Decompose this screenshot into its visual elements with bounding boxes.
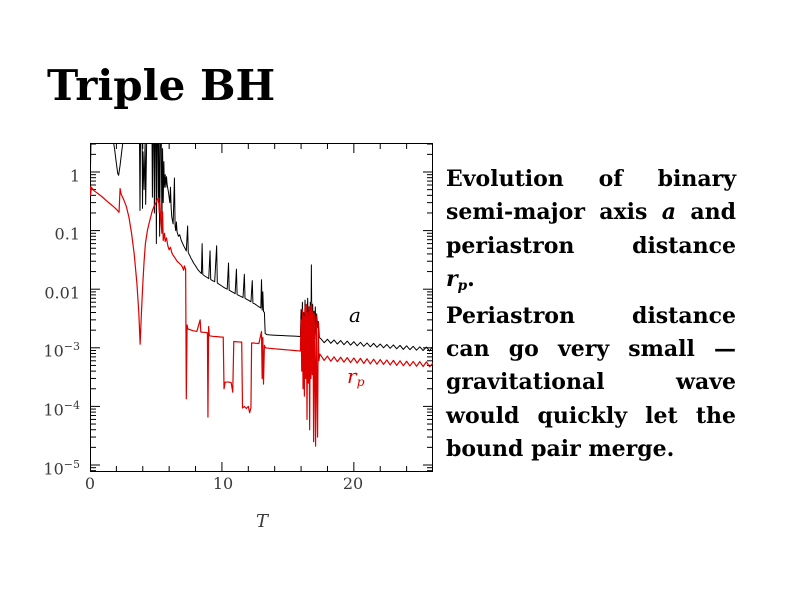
caption: Evolution of binary semi-major axis a an… [446, 163, 736, 467]
caption-line-8: would quickly let the [446, 402, 736, 429]
caption-line-9: bound pair merge. [446, 436, 675, 463]
caption-line-4: rp. [446, 266, 475, 295]
y-tick-label-0p01: 0.01 [44, 283, 80, 303]
series-rp-label: rp [347, 364, 365, 390]
series-a-line [90, 143, 433, 352]
y-tick-label-1: 1 [69, 166, 80, 186]
caption-line-5: Periastron distance [446, 302, 736, 329]
y-tick-label-1e-3: 10−3 [43, 340, 80, 361]
caption-line-7: gravitational wave [446, 369, 736, 396]
plot-frame [90, 143, 433, 472]
caption-line-2: semi-major axis a and [446, 199, 737, 226]
page-title: Triple BH [47, 61, 276, 110]
y-tick-label-0p1: 0.1 [54, 224, 80, 244]
x-tick-label-10: 10 [212, 474, 234, 493]
x-tick-label-20: 20 [342, 474, 364, 493]
y-tick-label-1e-4: 10−4 [43, 399, 80, 420]
caption-line-3: periastron distance [446, 232, 736, 259]
plot-svg [90, 143, 433, 472]
caption-line-6: can go very small — [446, 336, 736, 363]
y-tick-label-1e-5: 10−5 [43, 458, 80, 479]
y-ticks [91, 143, 432, 472]
x-tick-label-0: 0 [84, 474, 96, 493]
series-rp-line [90, 185, 433, 447]
x-ticks [90, 144, 408, 471]
caption-line-1: Evolution of binary [446, 166, 736, 192]
series-a-label: a [349, 303, 361, 327]
x-axis-title: T [255, 511, 268, 532]
